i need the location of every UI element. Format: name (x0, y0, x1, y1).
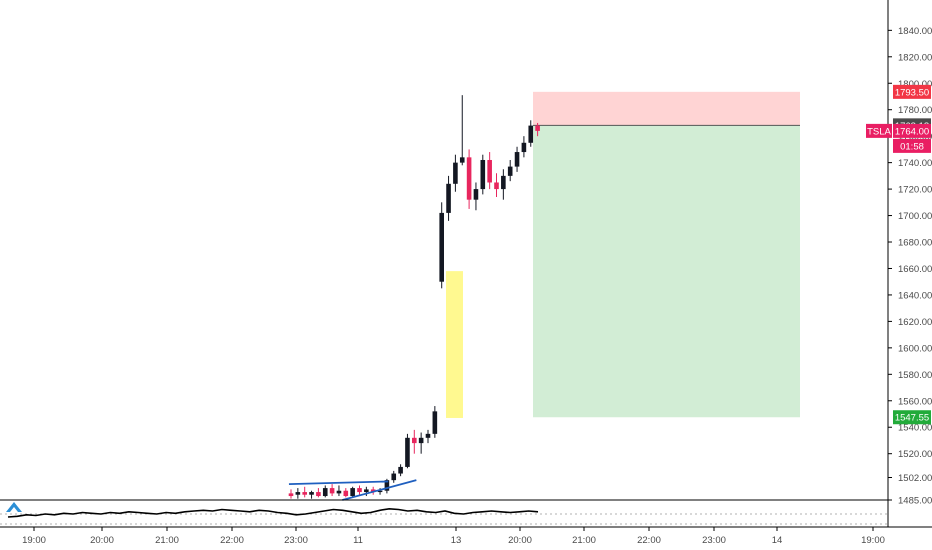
candle[interactable] (350, 486, 355, 498)
time-axis[interactable]: 19:00 20:00 21:00 22:00 23:00 11 13 20:00 21:00 2… (22, 527, 885, 546)
candle[interactable] (357, 485, 362, 495)
candle[interactable] (514, 146, 520, 172)
candle[interactable] (425, 429, 431, 444)
candle[interactable] (329, 484, 335, 497)
current-price-tag: 1764.00 (893, 123, 931, 138)
candle[interactable] (507, 159, 513, 182)
candle[interactable] (405, 433, 410, 469)
candle[interactable] (439, 202, 444, 289)
stop-loss-zone[interactable] (533, 91, 800, 126)
candle[interactable] (446, 175, 451, 221)
countdown-tag: 01:58 (893, 138, 931, 153)
price-tick-label: 1840.00 (898, 26, 932, 37)
candle[interactable] (322, 485, 328, 498)
stop-loss-price-tag: 1793.50 (893, 84, 931, 99)
take-profit-zone[interactable] (533, 125, 800, 418)
candle[interactable] (480, 154, 486, 195)
price-tick-label: 1520.00 (898, 449, 932, 460)
svg-text:TSLA: TSLA (867, 126, 891, 137)
candle[interactable] (528, 120, 534, 147)
price-tick-label: 1720.00 (898, 185, 932, 196)
candle[interactable] (487, 152, 492, 190)
price-tick-label: 1485.00 (898, 496, 932, 507)
price-tick-label: 1800.00 (898, 79, 932, 90)
candle[interactable] (309, 490, 314, 499)
candle[interactable] (473, 182, 479, 211)
svg-text:01:58: 01:58 (900, 141, 924, 152)
candle[interactable] (418, 432, 424, 454)
candle[interactable] (302, 486, 307, 498)
price-tick-label: 1540.00 (898, 423, 932, 434)
time-tick-label: 21:00 (572, 535, 596, 546)
price-tick-label: 1600.00 (898, 343, 932, 354)
price-tick-label: 1660.00 (898, 264, 932, 275)
trend-lines[interactable] (288, 479, 417, 501)
time-tick-label: 23:00 (702, 535, 726, 546)
trend-line[interactable] (342, 479, 417, 501)
candle[interactable] (288, 489, 294, 499)
svg-text:1793.50: 1793.50 (895, 87, 929, 98)
candle[interactable] (535, 122, 540, 137)
time-tick-label: 21:00 (155, 535, 179, 546)
time-tick-label: 13 (451, 535, 462, 546)
candle[interactable] (295, 488, 301, 499)
candle[interactable] (494, 173, 499, 198)
time-tick-label: 22:00 (220, 535, 244, 546)
price-tick-label: 1740.00 (898, 158, 932, 169)
indicator-logo-icon[interactable] (6, 502, 22, 512)
time-tick-label: 20:00 (508, 535, 532, 546)
svg-text:1547.55: 1547.55 (895, 413, 929, 424)
time-tick-label: 23:00 (284, 535, 308, 546)
trend-line[interactable] (288, 480, 389, 486)
candle[interactable] (412, 429, 417, 454)
symbol-tag: TSLA (866, 123, 892, 138)
price-tick-label: 1680.00 (898, 238, 932, 249)
price-tick-label: 1502.00 (898, 473, 932, 484)
candle[interactable] (432, 406, 438, 438)
time-tick-label: 19:00 (22, 535, 46, 546)
price-tick-label: 1560.00 (898, 396, 932, 407)
time-tick-label: 20:00 (90, 535, 114, 546)
time-tick-label: 11 (353, 535, 363, 546)
candle[interactable] (521, 136, 527, 158)
take-profit-price-tag: 1547.55 (893, 410, 931, 425)
candle[interactable] (391, 470, 397, 483)
price-tick-label: 1780.00 (898, 105, 932, 116)
candle[interactable] (459, 95, 465, 166)
candle[interactable] (453, 154, 458, 192)
candle[interactable] (466, 149, 472, 209)
candle[interactable] (501, 169, 506, 200)
time-tick-label: 14 (772, 535, 783, 546)
price-tick-label: 1820.00 (898, 52, 932, 63)
price-tick-label: 1700.00 (898, 211, 932, 222)
candle[interactable] (336, 485, 342, 497)
candle[interactable] (370, 486, 376, 495)
time-tick-label: 22:00 (637, 535, 661, 546)
candle[interactable] (343, 488, 349, 498)
price-tick-label: 1640.00 (898, 290, 932, 301)
indicator-line (7, 507, 539, 518)
price-tick-label: 1620.00 (898, 317, 932, 328)
candle[interactable] (398, 464, 403, 477)
highlight-zone[interactable] (446, 271, 463, 418)
svg-text:1764.00: 1764.00 (895, 126, 929, 137)
price-tick-label: 1580.00 (898, 370, 932, 381)
time-tick-label: 19:00 (861, 535, 885, 546)
candle[interactable] (316, 488, 321, 498)
